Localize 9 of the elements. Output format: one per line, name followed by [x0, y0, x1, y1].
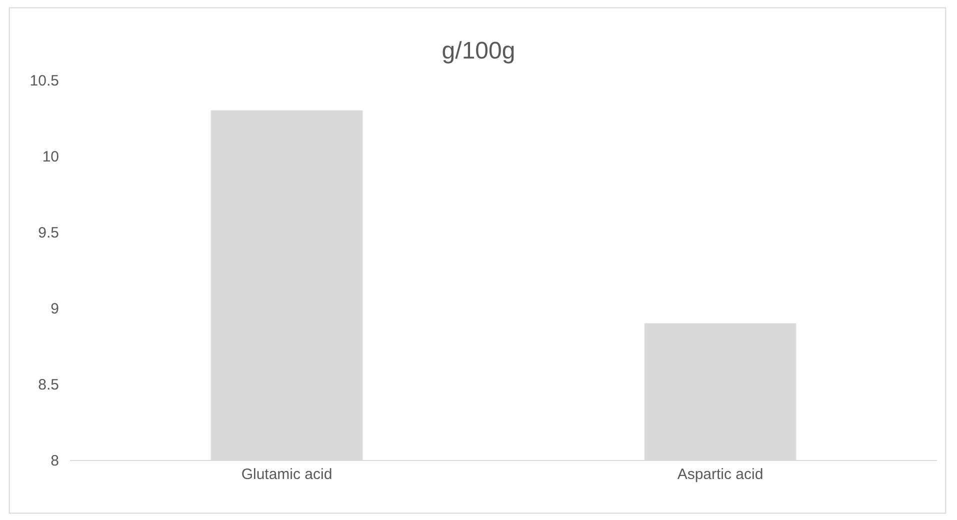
x-tick-label: Glutamic acid	[241, 466, 332, 483]
y-tick-label: 8	[50, 452, 59, 470]
chart-title: g/100g	[442, 37, 516, 64]
y-tick-label: 9.5	[38, 224, 59, 242]
y-tick-label: 8.5	[38, 376, 59, 394]
y-tick-label: 10	[42, 148, 59, 166]
y-tick-label: 10.5	[30, 72, 59, 90]
x-tick-label: Aspartic acid	[677, 466, 764, 483]
y-tick-label: 9	[50, 300, 59, 318]
